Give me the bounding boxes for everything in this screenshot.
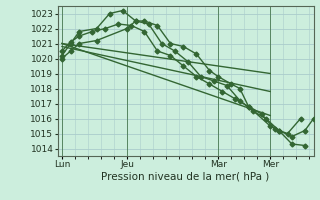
X-axis label: Pression niveau de la mer( hPa ): Pression niveau de la mer( hPa ) [101, 172, 270, 182]
